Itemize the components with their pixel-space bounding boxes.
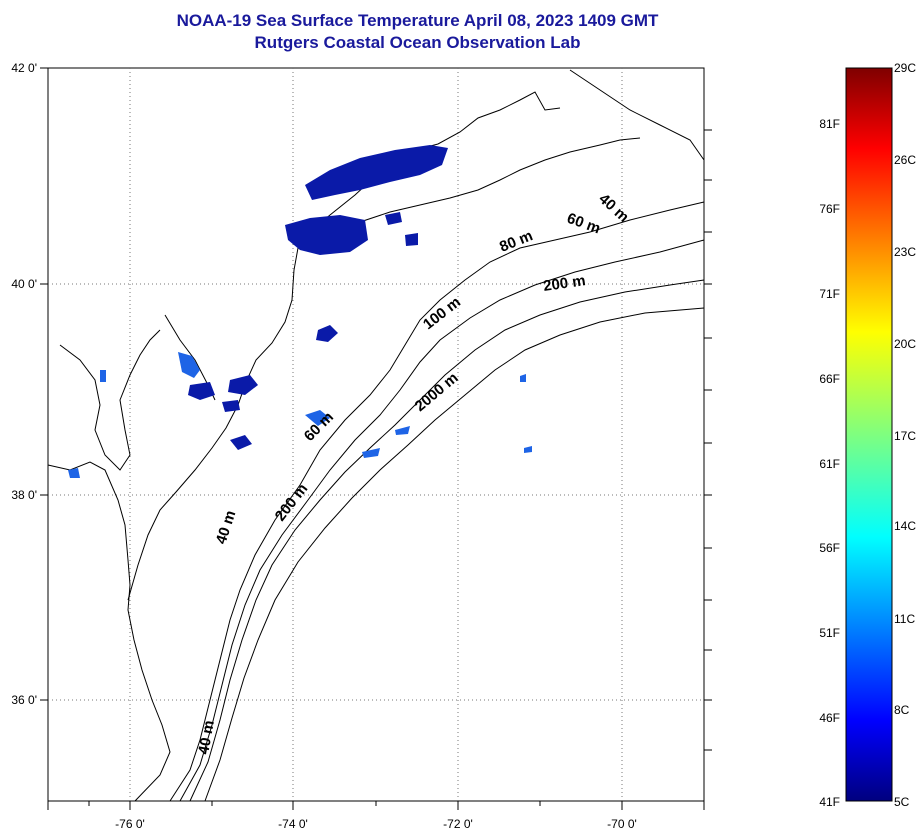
- cbar-c-29: 29C: [894, 61, 916, 75]
- cbar-c-5: 5C: [894, 795, 910, 809]
- cbar-f-66: 66F: [819, 372, 840, 386]
- depth-label-40m-s: 40 m: [195, 719, 218, 756]
- cbar-f-46: 46F: [819, 711, 840, 725]
- cbar-f-81: 81F: [819, 117, 840, 131]
- sst-patch-long-island-sound: [305, 145, 448, 200]
- lat-label-38: 38 0': [11, 488, 37, 502]
- sst-patch-offshore-4: [524, 446, 532, 453]
- depth-label-80m: 80 m: [497, 227, 535, 256]
- sst-patch-nj-shelf: [316, 325, 338, 342]
- bathymetry-contours: [169, 201, 705, 802]
- depth-labels: 40 m 60 m 80 m 200 m 100 m 2000 m 60 m 2…: [195, 190, 632, 755]
- contour-80m: [179, 239, 705, 802]
- sst-patch-delmarva-2: [228, 375, 258, 395]
- longitude-labels: -76 0' -74 0' -72 0' -70 0': [115, 817, 637, 831]
- sst-patch-coastal: [230, 435, 252, 450]
- sst-patch-chesapeake: [100, 370, 106, 382]
- coast-virginia-carolina: [47, 461, 171, 802]
- lat-label-36: 36 0': [11, 693, 37, 707]
- depth-label-2000m: 2000 m: [412, 369, 462, 415]
- cbar-c-8: 8C: [894, 703, 910, 717]
- latitude-labels: 42 0' 40 0' 38 0' 36 0': [11, 61, 37, 707]
- sst-patch-delaware-bay: [178, 352, 200, 378]
- lon-label-70: -70 0': [607, 817, 637, 831]
- cbar-c-20: 20C: [894, 337, 916, 351]
- cbar-f-61: 61F: [819, 457, 840, 471]
- depth-label-60m-s: 60 m: [301, 409, 337, 445]
- map-title: NOAA-19 Sea Surface Temperature April 08…: [0, 10, 835, 54]
- depth-label-40m-mid: 40 m: [213, 508, 240, 546]
- depth-label-200m-n: 200 m: [542, 272, 586, 295]
- cbar-c-23: 23C: [894, 245, 916, 259]
- lon-label-76: -76 0': [115, 817, 145, 831]
- cbar-c-17: 17C: [894, 429, 916, 443]
- sst-patch-delmarva-1: [188, 382, 215, 400]
- colorbar-fahrenheit-labels: 81F 76F 71F 66F 61F 56F 51F 46F 41F: [819, 117, 840, 809]
- lon-label-72: -72 0': [443, 817, 473, 831]
- cbar-f-56: 56F: [819, 541, 840, 555]
- sst-patch-west: [68, 468, 80, 478]
- sst-patch-offshore-1: [395, 426, 410, 435]
- contour-2000m: [204, 307, 705, 802]
- coast-new-england: [569, 69, 705, 161]
- sst-patch-delmarva-3: [222, 400, 240, 412]
- lat-label-40: 40 0': [11, 277, 37, 291]
- sst-patch-offshore-2: [362, 448, 380, 458]
- coast-delmarva-nj-ny: [127, 91, 561, 601]
- sst-patch-mid-shelf: [305, 410, 330, 426]
- sst-patch-offshore-3: [520, 374, 526, 382]
- cbar-f-41: 41F: [819, 795, 840, 809]
- contour-40m: [169, 201, 705, 802]
- cbar-c-26: 26C: [894, 153, 916, 167]
- colorbar-celsius-labels: 29C 26C 23C 20C 17C 14C 11C 8C 5C: [894, 61, 916, 809]
- sst-patches: [68, 145, 532, 478]
- sst-patch-ny-bight: [285, 215, 368, 255]
- colorbar: [845, 67, 893, 802]
- sst-patch-small-1: [385, 212, 402, 225]
- lat-label-42: 42 0': [11, 61, 37, 75]
- title-line-2: Rutgers Coastal Ocean Observation Lab: [254, 33, 581, 52]
- sst-patch-small-2: [405, 233, 418, 246]
- cbar-c-14: 14C: [894, 519, 916, 533]
- title-line-1: NOAA-19 Sea Surface Temperature April 08…: [176, 11, 659, 30]
- cbar-f-76: 76F: [819, 202, 840, 216]
- coast-chesapeake: [59, 329, 161, 471]
- graticule: [48, 68, 704, 801]
- cbar-f-51: 51F: [819, 626, 840, 640]
- lon-label-74: -74 0': [278, 817, 308, 831]
- cbar-f-71: 71F: [819, 287, 840, 301]
- cbar-c-11: 11C: [894, 612, 915, 626]
- contour-200m: [189, 279, 705, 802]
- tick-marks: [40, 67, 712, 810]
